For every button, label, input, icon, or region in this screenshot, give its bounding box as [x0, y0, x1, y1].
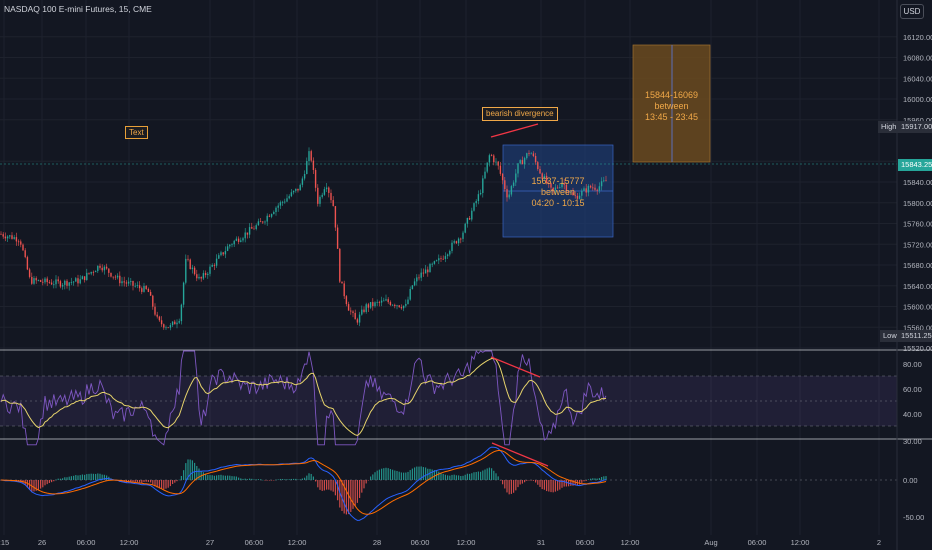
rsi-ma-line — [0, 357, 607, 436]
time-label-10: 31 — [537, 538, 545, 547]
time-label-16: 2 — [877, 538, 881, 547]
range-box-orange-range: 15844-16069 — [644, 90, 699, 100]
currency-button[interactable]: USD — [900, 4, 924, 19]
price-tick-10: 15680.00 — [903, 261, 932, 270]
time-label-3: 12:00 — [120, 538, 139, 547]
macd-tick-0: 30.00 — [903, 437, 922, 446]
last-price-badge: 15843.25 — [898, 159, 932, 171]
price-tick-2: 16040.00 — [903, 74, 932, 83]
range-box-orange-between: between — [654, 101, 689, 111]
high-label-badge: High — [878, 121, 900, 133]
price-tick-11: 15640.00 — [903, 282, 932, 291]
price-tick-12: 15600.00 — [903, 303, 932, 312]
macd-histogram — [0, 459, 607, 515]
rsi-axis[interactable]: 80.00 60.00 40.00 — [903, 360, 922, 419]
time-label-11: 06:00 — [576, 538, 595, 547]
divergence-line-macd — [491, 442, 549, 467]
time-label-8: 06:00 — [411, 538, 430, 547]
range-box-blue-between: between — [540, 187, 576, 197]
text-annotation[interactable]: Text — [125, 126, 148, 139]
grid-lines — [0, 0, 897, 535]
time-label-9: 12:00 — [457, 538, 476, 547]
bearish-divergence-annotation[interactable]: bearish divergence — [482, 107, 558, 121]
high-value-badge: 15917.00 — [898, 121, 932, 133]
price-tick-6: 15840.00 — [903, 178, 932, 187]
signal-line — [0, 450, 607, 515]
price-tick-4: 15960.00 — [903, 116, 932, 125]
range-box-blue-range: 15637-15777 — [531, 176, 585, 186]
time-label-4: 27 — [206, 538, 214, 547]
symbol-title[interactable]: NASDAQ 100 E-mini Futures, 15, CME — [4, 4, 152, 14]
rsi-tick-1: 60.00 — [903, 385, 922, 394]
price-tick-8: 15760.00 — [903, 220, 932, 229]
time-label-13: Aug — [704, 538, 717, 547]
price-tick-1: 16080.00 — [903, 54, 932, 63]
price-tick-7: 15800.00 — [903, 199, 932, 208]
time-label-12: 12:00 — [621, 538, 640, 547]
rsi-tick-0: 80.00 — [903, 360, 922, 369]
macd-tick-2: -50.00 — [903, 513, 924, 522]
range-box-blue-label: 15637-15777 between 04:20 - 10:15 — [506, 176, 610, 209]
macd-line — [0, 446, 607, 521]
divergence-line-rsi — [490, 356, 541, 378]
time-label-6: 12:00 — [288, 538, 307, 547]
time-label-5: 06:00 — [245, 538, 264, 547]
time-label-1: 26 — [38, 538, 46, 547]
price-tick-3: 16000.00 — [903, 95, 932, 104]
price-tick-0: 16120.00 — [903, 33, 932, 42]
macd-tick-1: 0.00 — [903, 476, 918, 485]
divergence-line-price — [490, 123, 539, 138]
price-axis[interactable]: 16120.00 16080.00 16040.00 16000.00 15960.00… — [903, 33, 932, 353]
time-label-14: 06:00 — [748, 538, 767, 547]
rsi-line — [0, 350, 607, 446]
time-axis[interactable]: :15 26 06:00 12:00 27 06:00 12:00 28 06:00 12:00 3… — [0, 538, 881, 547]
low-label-badge: Low — [880, 330, 900, 342]
price-tick-9: 15720.00 — [903, 240, 932, 249]
rsi-band — [0, 376, 897, 426]
range-box-orange-label: 15844-16069 between 13:45 - 23:45 — [633, 90, 710, 123]
price-tick-13: 15560.00 — [903, 323, 932, 332]
range-box-orange-time: 13:45 - 23:45 — [644, 112, 699, 122]
candlestick-series — [0, 147, 607, 331]
low-value-badge: 15511.25 — [898, 330, 932, 342]
time-label-2: 06:00 — [77, 538, 96, 547]
range-box-blue-time: 04:20 - 10:15 — [531, 198, 585, 208]
price-tick-14: 15520.00 — [903, 344, 932, 353]
rsi-tick-2: 40.00 — [903, 410, 922, 419]
time-label-15: 12:00 — [791, 538, 810, 547]
time-label-0: :15 — [0, 538, 9, 547]
time-label-7: 28 — [373, 538, 381, 547]
macd-axis[interactable]: 30.00 0.00 -50.00 — [903, 437, 924, 522]
